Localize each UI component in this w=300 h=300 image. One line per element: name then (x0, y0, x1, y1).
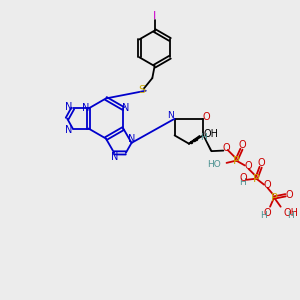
Text: O: O (263, 180, 271, 190)
Text: O: O (264, 208, 271, 218)
Text: H: H (200, 133, 207, 142)
Text: O: O (286, 190, 293, 200)
Text: HO: HO (207, 160, 221, 169)
Text: O: O (238, 140, 246, 150)
Text: H: H (239, 178, 246, 187)
Text: O: O (223, 143, 230, 153)
Text: H: H (260, 211, 267, 220)
Text: S: S (138, 85, 145, 95)
Text: O: O (203, 112, 211, 122)
Text: N: N (65, 125, 72, 135)
Text: O: O (244, 161, 252, 171)
Text: N: N (82, 103, 89, 113)
Text: N: N (122, 103, 129, 113)
Text: N: N (65, 102, 72, 112)
Text: O: O (239, 173, 247, 183)
Polygon shape (202, 135, 212, 151)
Text: P: P (253, 174, 260, 184)
Text: P: P (271, 193, 278, 202)
Text: O: O (257, 158, 265, 169)
Text: OH: OH (204, 129, 219, 139)
Text: N: N (111, 152, 118, 162)
Text: P: P (233, 156, 240, 166)
Text: H: H (287, 212, 293, 220)
Text: N: N (128, 134, 136, 144)
Text: I: I (153, 11, 156, 21)
Text: OH: OH (284, 208, 298, 218)
Text: N: N (167, 111, 174, 120)
